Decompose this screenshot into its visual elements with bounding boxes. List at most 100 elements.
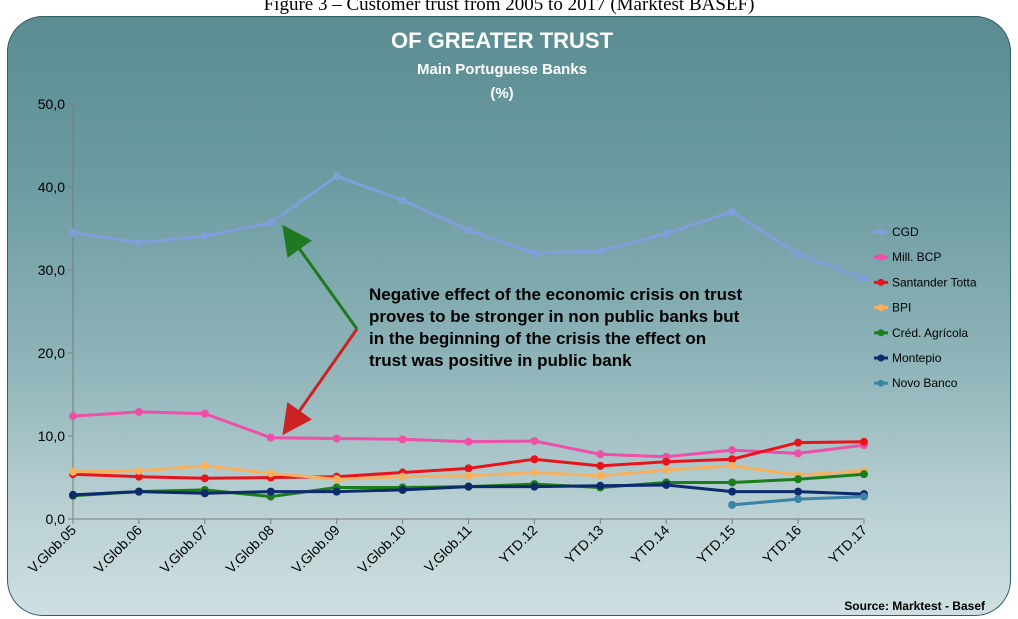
data-point [728,207,737,216]
data-point [69,412,77,421]
y-tick-label: 10,0 [38,428,65,444]
series-bpi [69,461,868,484]
data-point [464,437,473,446]
data-point [69,467,77,476]
data-point [860,437,868,446]
series-montepio [69,480,868,499]
annotation-line-4: trust was positive in public bank [369,351,632,370]
y-tick-label: 30,0 [38,262,65,278]
data-point [596,246,605,255]
data-point [860,492,868,501]
data-point [134,238,143,247]
legend-item: Créd. Agrícola [874,326,968,340]
data-point [398,435,407,444]
annotation-text: Negative effect of the economic crisis o… [369,285,742,370]
data-point [794,475,803,484]
data-point [200,409,209,418]
data-point [398,196,407,205]
chart-subtitle: Main Portuguese Banks [417,61,587,78]
y-tick-label: 0,0 [46,511,66,527]
data-point [662,229,671,238]
legend-marker [877,379,885,387]
line-chart: OF GREATER TRUST Main Portuguese Banks (… [25,28,986,613]
series-santander-totta [69,437,868,483]
data-point [596,481,605,490]
data-point [266,487,275,496]
series-line [72,410,865,459]
data-point [728,500,737,509]
data-point [464,226,473,235]
arrow-up-icon [282,224,359,330]
x-tick-label: V.Glob.07 [157,522,212,577]
data-point [662,466,671,475]
y-tick-label: 50,0 [38,96,65,112]
x-tick-label: YTD.16 [759,522,804,567]
legend-item: Santander Totta [874,275,977,289]
annotation-line-2: proves to be stronger in non public bank… [369,307,740,326]
legend-marker [877,228,885,236]
source-note: Source: Marktest - Basef [844,599,986,613]
data-point [530,482,539,491]
data-point [596,461,605,470]
data-point [266,433,275,442]
data-point [332,434,341,443]
chart-panel: OF GREATER TRUST Main Portuguese Banks (… [7,16,1011,616]
data-point [794,438,803,447]
x-tick-label: YTD.17 [825,522,870,567]
data-point [200,231,209,240]
data-point [398,485,407,494]
legend-label: Montepio [892,351,942,365]
series-cgd [69,172,868,283]
x-tick-label: V.Glob.08 [222,522,277,577]
legend-label: Santander Totta [892,275,977,289]
data-point [69,490,77,499]
legend-item: CGD [874,225,919,239]
y-tick-label: 40,0 [38,179,65,195]
series-mill-bcp [69,407,868,461]
chart-unit-label: (%) [490,85,513,102]
data-point [200,461,209,470]
x-tick-label: V.Glob.11 [421,522,475,576]
data-point [728,478,737,487]
x-tick-label: V.Glob.06 [91,522,146,577]
legend-item: Montepio [874,351,942,365]
x-tick-label: YTD.12 [496,522,541,567]
data-point [530,468,539,477]
data-point [860,274,868,283]
data-point [266,218,275,227]
legend-marker [877,329,885,337]
x-tick-label: YTD.15 [693,522,738,567]
data-point [860,470,868,479]
data-point [134,407,143,416]
data-point [728,487,737,496]
legend: CGD Mill. BCP Santander Totta BPI Créd. Agrí… [874,225,977,390]
data-point [530,249,539,258]
data-point [134,472,143,481]
legend-item: Mill. BCP [874,250,941,264]
data-point [530,455,539,464]
legend-marker [877,253,885,261]
legend-item: BPI [874,301,911,315]
x-tick-label: V.Glob.05 [25,522,80,577]
x-tick-label: YTD.13 [562,522,607,567]
data-point [662,480,671,489]
data-point [398,472,407,481]
legend-marker [877,304,885,312]
legend-label: Novo Banco [892,376,958,390]
x-tick-label: YTD.14 [627,522,672,567]
legend-label: BPI [892,301,911,315]
legend-item: Novo Banco [874,376,958,390]
legend-label: CGD [892,225,919,239]
data-point [332,172,341,181]
data-point [596,471,605,480]
chart-title: OF GREATER TRUST [391,28,614,53]
x-tick-label: V.Glob.09 [288,522,343,577]
data-point [69,228,77,237]
y-tick-label: 20,0 [38,345,65,361]
data-point [794,495,803,504]
data-point [134,487,143,496]
data-point [794,250,803,259]
legend-label: Créd. Agrícola [892,326,968,340]
series-novo-banco [728,492,868,509]
annotation-line-1: Negative effect of the economic crisis o… [369,285,742,304]
